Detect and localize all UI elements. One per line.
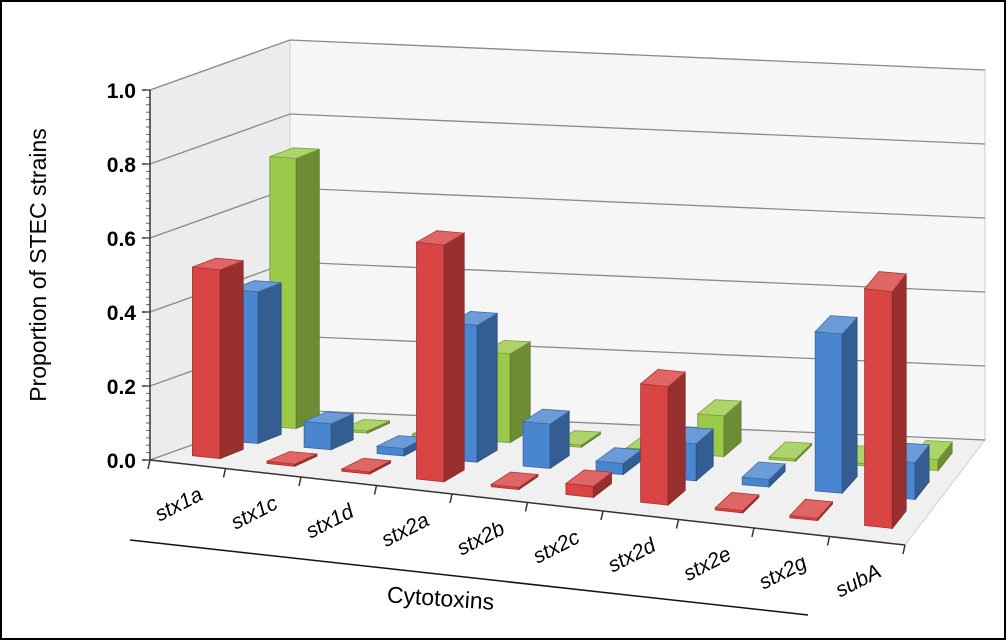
x-category-label: stx1a — [151, 483, 206, 526]
bar-top-face — [789, 498, 834, 519]
bar-top-face — [814, 315, 858, 335]
x-category-label: stx1d — [302, 499, 358, 543]
bar — [265, 451, 319, 467]
x-category-label: stx1c — [227, 491, 282, 534]
x-category-label: stx2a — [378, 508, 433, 551]
bar-top-face — [863, 271, 907, 293]
bar-side-face — [841, 316, 858, 495]
bar-front-face — [303, 421, 332, 451]
x-tick — [222, 468, 227, 478]
bar — [490, 471, 539, 491]
x-tick — [600, 510, 604, 521]
bar — [415, 230, 466, 483]
bar-top-face — [521, 408, 571, 425]
y-tick-label: 1.0 — [107, 80, 136, 103]
bar-side-face — [295, 148, 320, 430]
y-tick-label: 0.4 — [107, 302, 137, 325]
bar-top-face — [230, 280, 282, 293]
bar-side-face — [219, 260, 244, 460]
bar-side-face — [667, 371, 686, 506]
bar-top-face — [639, 368, 687, 388]
x-tick — [675, 519, 680, 529]
bar — [521, 408, 571, 470]
bar-top-face — [768, 441, 813, 460]
x-category-label: stx2b — [453, 517, 508, 560]
bar — [741, 461, 787, 488]
y-tick-label: 0.0 — [107, 450, 136, 473]
x-tick — [524, 502, 529, 512]
gridline — [149, 39, 986, 91]
bar — [863, 271, 907, 530]
x-tick — [147, 459, 151, 470]
bar — [639, 368, 687, 506]
bar — [814, 315, 858, 495]
bar-side-face — [443, 232, 465, 483]
axes — [129, 89, 906, 616]
bar-top-face — [269, 147, 320, 159]
bar-front-face — [640, 383, 669, 506]
bar-front-face — [522, 421, 551, 469]
bar — [714, 491, 760, 514]
x-tick — [298, 476, 302, 487]
x-tick — [449, 493, 453, 504]
bar-side-face — [891, 272, 907, 530]
bar-front-face — [864, 288, 893, 529]
gridline — [149, 113, 986, 165]
bar-front-face — [191, 266, 221, 460]
x-category-label: stx2e — [680, 542, 735, 585]
bar-top-face — [303, 411, 354, 425]
bar — [340, 457, 392, 475]
bar-side-face — [476, 312, 498, 463]
y-axis-title: Proportion of STEC strains — [25, 128, 51, 402]
bar-top-face — [415, 230, 466, 246]
x-category-label: stx2d — [604, 533, 660, 577]
bar-top-face — [192, 257, 244, 271]
x-tick — [751, 527, 755, 538]
y-tick-label: 0.2 — [107, 376, 136, 399]
bar — [303, 411, 354, 451]
y-tick-label: 0.6 — [107, 228, 136, 251]
x-axis-title: Cytotoxins — [386, 581, 495, 614]
bar-top-face — [714, 491, 760, 512]
bar — [191, 257, 244, 460]
bar-top-face — [741, 461, 787, 481]
bar-top-face — [265, 451, 319, 465]
y-tick-label: 0.8 — [107, 154, 137, 177]
x-tick — [373, 485, 378, 495]
x-tick — [826, 536, 831, 546]
y-tick-labels: 0.0 0.2 0.4 0.6 0.8 1.0 — [107, 80, 137, 473]
x-category-label: subA — [832, 560, 885, 602]
bars — [191, 147, 953, 530]
bar-top-face — [490, 471, 539, 488]
bar — [768, 441, 813, 463]
category-group-line — [129, 539, 809, 616]
chart-canvas: 0.0 0.2 0.4 0.6 0.8 1.0 stx1a stx1c stx1d stx2a s… — [25, 39, 986, 616]
bar-front-face — [814, 331, 843, 494]
bar-top-face — [564, 469, 613, 487]
x-category-label: stx2c — [529, 525, 584, 568]
x-tick — [902, 544, 906, 555]
x-category-label: stx2g — [755, 551, 810, 594]
bar-front-face — [416, 241, 445, 483]
bar-side-face — [257, 282, 282, 445]
bar — [789, 498, 834, 522]
bar-top-face — [696, 399, 743, 417]
bar-top-face — [340, 457, 392, 473]
bar — [564, 469, 613, 499]
